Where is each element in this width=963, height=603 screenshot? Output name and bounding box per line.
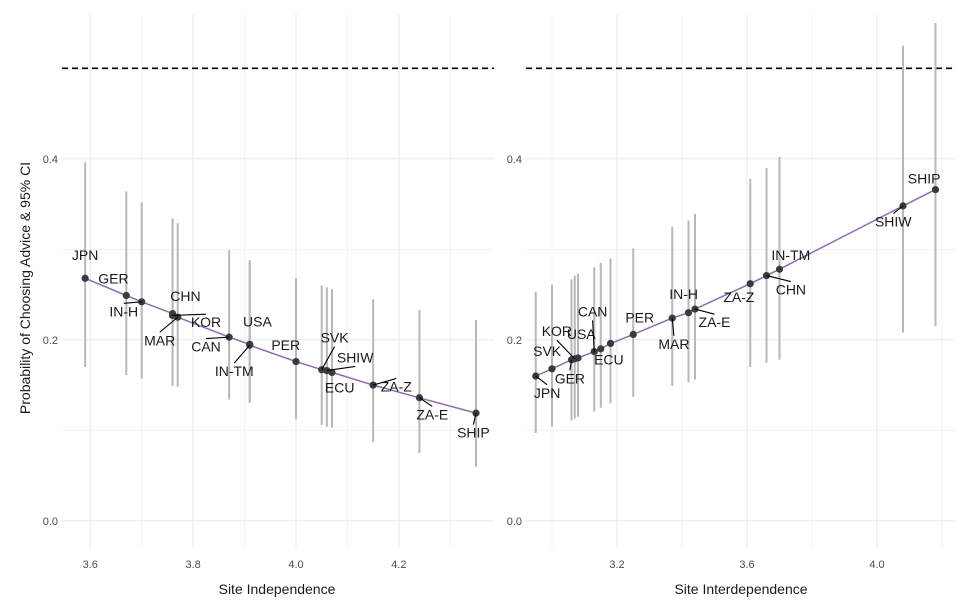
- point-za-z: [746, 280, 754, 288]
- y-tick-label: 0.0: [507, 516, 522, 528]
- point-label-usa: USA: [243, 313, 272, 329]
- label-leader-mar: [671, 318, 675, 336]
- point-ecu-2: [606, 339, 615, 348]
- point-label-ger: GER: [555, 370, 585, 386]
- point-ger: [122, 291, 130, 300]
- label-leader-jpn: [535, 375, 548, 386]
- point-label-can: CAN: [578, 303, 608, 319]
- label-leader-za-z: [372, 377, 397, 386]
- point-label-za-z: ZA-Z: [381, 378, 413, 394]
- y-tick-label: 0.4: [43, 154, 58, 166]
- label-leader-za-e: [419, 397, 433, 407]
- y-tick-label: 0.2: [507, 335, 522, 347]
- point-label-za-e: ZA-E: [699, 314, 731, 330]
- point-label-can: CAN: [191, 339, 221, 355]
- x-tick-label: 4.2: [391, 559, 406, 571]
- point-per: [292, 357, 300, 366]
- point-label-per: PER: [271, 337, 300, 353]
- point-ecu: [597, 345, 605, 353]
- label-leader-in-tm: [233, 344, 251, 364]
- point-in-tm: [775, 265, 784, 273]
- label-leader-kor: [172, 313, 207, 316]
- point-label-ecu: ECU: [594, 351, 624, 367]
- point-label-svk: SVK: [533, 343, 562, 359]
- point-label-jpn: JPN: [534, 385, 560, 401]
- y-axis-title: Probability of Choosing Advice & 95% CI: [17, 162, 33, 414]
- point-label-mar: MAR: [658, 336, 689, 352]
- point-label-usa: USA: [567, 326, 596, 342]
- point-label-in-h: IN-H: [669, 286, 698, 302]
- point-label-chn: CHN: [776, 282, 806, 298]
- x-axis-title-left: Site Independence: [219, 581, 336, 597]
- point-ship: [931, 185, 940, 194]
- label-leader-mar: [159, 316, 179, 333]
- point-label-chn: CHN: [170, 288, 200, 304]
- point-per: [629, 330, 637, 338]
- point-label-za-e: ZA-E: [416, 406, 448, 422]
- point-label-mar: MAR: [144, 332, 175, 348]
- point-label-kor: KOR: [542, 323, 572, 339]
- point-svk: [548, 365, 556, 373]
- label-leader-shiw: [326, 365, 356, 372]
- x-tick-label: 3.6: [83, 559, 98, 571]
- label-leader-svk: [321, 346, 336, 370]
- label-leader-ship: [472, 413, 477, 425]
- y-tick-label: 0.0: [43, 516, 58, 528]
- label-leader-za-e: [694, 308, 715, 315]
- x-axis-title-right: Site Interdependence: [674, 581, 807, 597]
- point-label-za-z: ZA-Z: [723, 289, 755, 305]
- x-tick-label: 4.0: [288, 559, 303, 571]
- point-label-kor: KOR: [191, 314, 221, 330]
- point-label-shiw: SHIW: [875, 214, 912, 230]
- point-label-ship: SHIP: [908, 170, 941, 186]
- label-leader-in-h: [123, 301, 142, 304]
- label-leader-can: [592, 320, 595, 352]
- point-usa: [574, 354, 582, 362]
- point-label-shiw: SHIW: [337, 349, 374, 365]
- point-label-jpn: JPN: [72, 247, 98, 263]
- label-leader-can: [205, 336, 230, 340]
- label-leader-chn: [766, 275, 792, 283]
- x-tick-label: 3.2: [609, 559, 624, 571]
- point-label-in-h: IN-H: [109, 303, 138, 319]
- point-jpn: [81, 274, 89, 282]
- x-tick-label: 3.8: [185, 559, 200, 571]
- point-label-ger: GER: [98, 271, 128, 287]
- point-label-ecu: ECU: [325, 379, 355, 395]
- x-tick-label: 4.0: [869, 559, 884, 571]
- point-label-ship: SHIP: [457, 425, 490, 441]
- point-label-svk: SVK: [321, 330, 350, 346]
- label-leader-ger: [569, 359, 573, 371]
- point-label-per: PER: [625, 310, 654, 326]
- point-kor: [168, 311, 177, 319]
- y-tick-label: 0.4: [507, 154, 522, 166]
- label-leader-shiw: [892, 205, 904, 215]
- label-leader-kor: [556, 339, 576, 360]
- x-tick-label: 3.6: [739, 559, 754, 571]
- y-tick-label: 0.2: [43, 335, 58, 347]
- point-label-in-tm: IN-TM: [771, 247, 810, 263]
- point-label-in-tm: IN-TM: [215, 363, 254, 379]
- point-in-h: [684, 309, 693, 317]
